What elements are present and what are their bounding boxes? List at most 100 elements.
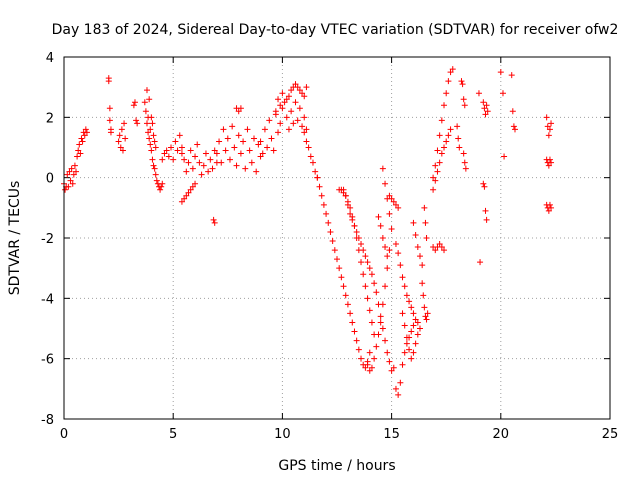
data-point [408, 328, 415, 335]
data-point [79, 138, 86, 145]
data-point [441, 247, 448, 254]
data-point [438, 150, 445, 157]
data-point [443, 90, 450, 97]
data-point [122, 135, 129, 142]
data-point [266, 117, 273, 124]
data-point [224, 135, 231, 142]
data-point [340, 186, 347, 193]
data-point [421, 204, 428, 211]
data-point [461, 102, 468, 109]
data-point [174, 147, 181, 154]
data-point [131, 99, 138, 106]
data-point [386, 358, 393, 365]
data-point [408, 304, 415, 311]
data-point [406, 298, 413, 305]
data-point [283, 96, 290, 103]
data-point [64, 171, 71, 178]
data-point [152, 171, 159, 178]
data-point [422, 313, 429, 320]
data-point [432, 177, 439, 184]
data-point [153, 177, 160, 184]
series-t20 [497, 69, 508, 160]
data-point [545, 207, 552, 214]
series-t4b [143, 120, 166, 193]
series-t5 [178, 141, 220, 178]
data-point [327, 228, 334, 235]
data-point [159, 156, 166, 163]
series-t19c [480, 180, 490, 223]
data-point [419, 280, 426, 287]
data-point [73, 168, 80, 175]
data-point [314, 174, 321, 181]
data-point [270, 147, 277, 154]
data-point [347, 210, 354, 217]
data-point [69, 180, 76, 187]
data-point [412, 231, 419, 238]
data-point [436, 159, 443, 166]
series-t10c [285, 81, 310, 100]
data-point [216, 138, 223, 145]
data-point [482, 111, 489, 118]
data-point [303, 138, 310, 145]
data-point [434, 168, 441, 175]
data-point [445, 132, 452, 139]
data-point [340, 283, 347, 290]
data-point [344, 201, 351, 208]
data-point [83, 129, 90, 136]
data-point [355, 346, 362, 353]
data-point [218, 159, 225, 166]
y-tick-labels: -8 -6 -4 -2 0 2 4 [41, 51, 54, 428]
data-point [196, 159, 203, 166]
data-point [364, 361, 371, 368]
series-t14 [375, 213, 391, 260]
data-point [379, 165, 386, 172]
data-point [150, 132, 157, 139]
data-point [235, 108, 242, 115]
data-point [170, 156, 177, 163]
data-point [410, 310, 417, 317]
data-point [257, 138, 264, 145]
data-point [483, 216, 490, 223]
data-point [76, 141, 83, 148]
data-point [210, 216, 217, 223]
data-point [290, 120, 297, 127]
data-point [121, 120, 128, 127]
data-point [240, 138, 247, 145]
data-point [277, 102, 284, 109]
data-point [481, 183, 488, 190]
data-point [279, 90, 286, 97]
data-point [382, 180, 389, 187]
data-point [458, 78, 465, 85]
data-point [147, 126, 154, 133]
data-point [509, 108, 516, 115]
data-point [320, 201, 327, 208]
x-tick-label: 5 [169, 427, 177, 442]
data-point [187, 147, 194, 154]
data-point [248, 159, 255, 166]
data-point [303, 126, 310, 133]
data-point [384, 253, 391, 260]
data-point [351, 328, 358, 335]
y-axis-label: SDTVAR / TECUs [7, 181, 23, 296]
data-point [152, 144, 159, 151]
data-point [342, 292, 349, 299]
data-point [403, 292, 410, 299]
data-point [185, 159, 192, 166]
data-point [388, 195, 395, 202]
x-tick-label: 15 [383, 427, 400, 442]
data-point [105, 78, 112, 85]
data-point [358, 355, 365, 362]
data-point [416, 253, 423, 260]
data-point [185, 189, 192, 196]
data-point [360, 247, 367, 254]
data-point [371, 280, 378, 287]
data-point [143, 87, 150, 94]
data-point [147, 141, 154, 148]
data-point [158, 183, 165, 190]
data-point [285, 93, 292, 100]
data-point [422, 219, 429, 226]
data-point [307, 153, 314, 160]
data-point [119, 147, 126, 154]
data-point [161, 150, 168, 157]
